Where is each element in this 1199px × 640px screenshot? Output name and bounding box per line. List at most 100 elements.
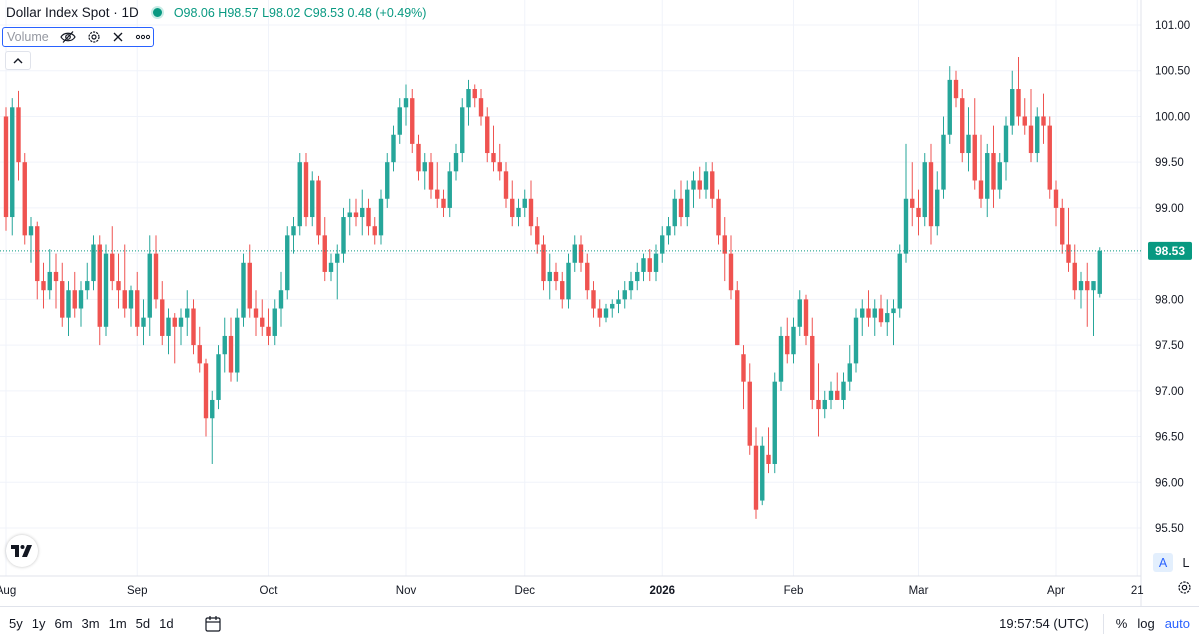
candle [1047,116,1052,199]
candle-body [947,79,952,135]
candle-body [841,381,846,400]
candle [222,317,227,373]
log-toggle-button[interactable]: log [1137,616,1155,631]
candle [997,153,1002,199]
percent-scale-button[interactable]: % [1115,616,1128,631]
candle-body [928,162,934,227]
range-3m[interactable]: 3m [81,616,100,631]
candle [478,89,484,126]
candle [897,244,902,318]
candle [1028,89,1034,163]
candle-body [797,299,802,327]
tradingview-logo[interactable] [6,535,38,567]
go-to-date-calendar-icon[interactable] [204,615,222,633]
volume-indicator-legend[interactable]: Volume [2,27,154,47]
chart-settings-gear-icon[interactable] [1177,580,1192,600]
log-scale-button[interactable]: L [1182,555,1190,570]
time-axis[interactable]: Aug Sep Oct Nov Dec 2026 Feb Mar Apr 21 [0,585,1144,597]
chart-canvas[interactable]: 101.00100.50100.0099.5099.0098.5098.0097… [0,0,1199,606]
candle-body [247,262,252,309]
candle [866,290,871,327]
range-6m[interactable]: 6m [54,616,73,631]
candle [285,226,290,300]
candle-body [347,212,352,218]
candle [753,427,759,519]
candle-body [985,153,990,199]
candle [860,299,865,336]
candle-body [366,207,371,227]
candle-body [28,226,34,236]
candle-body [60,281,65,318]
candle-body [203,363,209,419]
settings-gear-icon[interactable] [87,30,101,44]
candle [772,372,777,474]
candle [153,235,159,309]
candle-body [35,226,40,282]
candle-body [41,281,46,291]
candle-body [885,313,890,323]
candle [766,427,771,474]
more-options-icon[interactable] [135,34,151,40]
candle-body [597,308,602,318]
candle-body [922,162,927,218]
candle-body [216,354,221,400]
candle [53,253,59,309]
candle [360,189,365,236]
candles [3,57,1102,519]
candle [653,244,659,282]
candle [210,390,215,464]
candle-body [1060,207,1065,245]
symbol-title[interactable]: Dollar Index Spot · 1D [6,5,139,20]
candle-body [316,180,321,236]
collapse-legend-button[interactable] [5,51,31,70]
x-tick-label: Oct [260,585,279,597]
candle-body [266,326,271,336]
candle [628,271,634,300]
candle [185,290,190,336]
range-1y[interactable]: 1y [31,616,46,631]
candle [810,317,815,410]
candle-body [1035,116,1040,154]
candle [828,381,834,410]
range-1m[interactable]: 1m [108,616,127,631]
last-price-label: 98.53 [1148,241,1192,260]
candle [835,372,840,400]
candle-body [822,399,827,410]
candle-body [16,107,21,163]
ohlc-values: O98.06 H98.57 L98.02 C98.53 0.48 (+0.49%… [173,5,427,20]
candle-body [722,235,727,254]
volume-label: Volume [7,30,49,44]
candle [178,308,184,346]
candle [1085,262,1090,327]
candle-body [978,180,984,199]
candle-body [391,134,396,163]
auto-scale-button[interactable]: A [1153,553,1173,572]
candle-body [47,271,52,291]
y-tick-label: 100.00 [1155,111,1190,123]
candle [453,143,459,181]
candle-body [1091,281,1096,291]
candle [741,345,746,410]
market-status-icon[interactable] [150,6,164,19]
candle [516,198,521,227]
price-axis[interactable]: 101.00100.50100.0099.5099.0098.5098.0097… [1155,20,1190,535]
candle-body [791,326,796,355]
candle-body [191,308,196,346]
candle [97,235,102,346]
auto-toggle-button[interactable]: auto [1164,616,1190,631]
candle [1078,271,1084,309]
hide-eye-icon[interactable] [60,30,76,44]
remove-close-icon[interactable] [112,31,124,43]
candle-body [647,258,652,272]
candle-body [1085,281,1090,291]
candle [353,198,359,227]
candle-body [303,162,309,218]
range-5d[interactable]: 5d [135,616,151,631]
range-1d[interactable]: 1d [159,616,174,631]
range-5y[interactable]: 5y [9,616,23,631]
candle [1010,70,1015,135]
candle-body [741,354,746,382]
candle [485,107,490,163]
candle [585,253,590,300]
utc-clock[interactable]: 19:57:54 (UTC) [999,616,1089,631]
